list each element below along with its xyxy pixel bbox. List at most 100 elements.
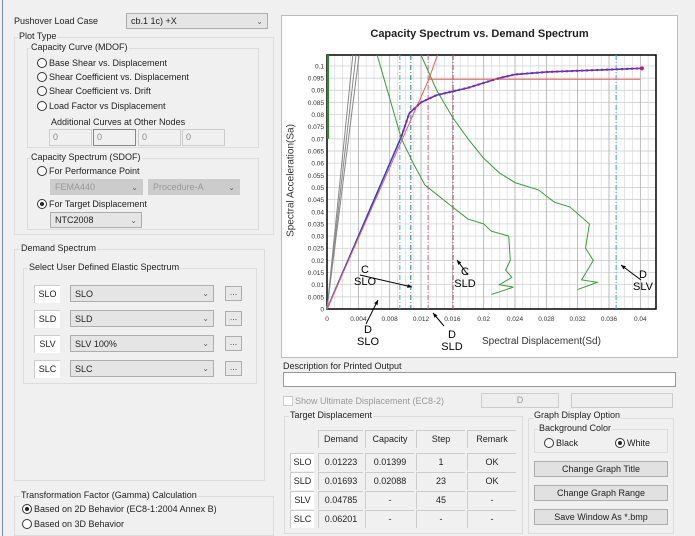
browse-button-sld[interactable]: ...	[225, 311, 242, 326]
radio-performance-point[interactable]: For Performance Point	[37, 166, 140, 176]
radio-label: Black	[556, 438, 579, 448]
y-tick-label: 0.035	[308, 221, 325, 228]
radio-shear-coef-drift[interactable]: Shear Coefficient vs. Drift	[37, 86, 151, 96]
target-header-demand: Demand	[318, 430, 363, 448]
radio-3d-behavior[interactable]: Based on 3D Behavior	[22, 519, 124, 529]
radio-label: Based on 2D Behavior (EC8-1:2004 Annex B…	[34, 504, 217, 514]
perf-procedure-value: Procedure-A	[153, 182, 204, 192]
radio-label: Load Factor vs Displacement	[49, 101, 166, 111]
demand-select-sld[interactable]: SLD ⌄	[70, 310, 214, 327]
chevron-down-icon: ⌄	[256, 16, 263, 26]
node-input-2[interactable]: 0	[93, 129, 136, 146]
capacity-step-markers	[400, 67, 641, 137]
arrow-head-icon	[433, 313, 438, 318]
target-row-name: SLC	[290, 510, 314, 528]
radio-target-displacement[interactable]: For Target Displacement	[37, 199, 147, 209]
pushover-load-case-select[interactable]: cb.1 1c) +X ⌄	[126, 13, 268, 29]
x-tick-label: 0.024	[507, 316, 524, 323]
radio-base-shear[interactable]: Base Shear vs. Displacement	[37, 58, 167, 68]
radio-shear-coef-disp[interactable]: Shear Coefficient vs. Displacement	[37, 72, 189, 82]
radio-icon	[37, 58, 47, 68]
browse-button-slv[interactable]: ...	[225, 336, 242, 351]
browse-button-slc[interactable]: ...	[225, 361, 242, 376]
arrow-head-icon	[374, 300, 378, 305]
change-graph-title-button[interactable]: Change Graph Title	[534, 461, 668, 477]
y-tick-label: 0.045	[308, 197, 325, 204]
demand-tag-slv: SLV	[34, 335, 60, 353]
chevron-down-icon: ⌄	[130, 215, 137, 225]
annotation-label: D	[448, 329, 456, 341]
target-cell: OK	[467, 472, 516, 490]
series-elastic-b	[326, 54, 357, 310]
target-cell: 0.01399	[365, 453, 414, 471]
target-cell: 0.01693	[318, 472, 363, 490]
x-tick-label: 0.036	[601, 316, 618, 323]
target-group	[284, 416, 523, 534]
y-tick-label: 0.005	[308, 294, 325, 301]
x-tick-label: 0.012	[413, 316, 430, 323]
radio-2d-behavior[interactable]: Based on 2D Behavior (EC8-1:2004 Annex B…	[22, 504, 217, 514]
annotation-label: SLO	[357, 336, 379, 348]
y-tick-label: 0.015	[308, 270, 325, 277]
change-graph-range-button[interactable]: Change Graph Range	[534, 485, 668, 501]
target-cell: 45	[416, 491, 465, 509]
sdof-label: Capacity Spectrum (SDOF)	[30, 152, 142, 162]
capacity-end-point	[639, 66, 644, 71]
demand-select-slo[interactable]: SLO ⌄	[70, 285, 214, 302]
ultimate-value-field[interactable]	[571, 393, 673, 408]
chevron-down-icon: ⌄	[202, 339, 209, 348]
series-demand-1	[376, 54, 514, 295]
radio-label: White	[627, 438, 651, 448]
radio-icon	[544, 438, 554, 448]
window-edge	[2, 0, 3, 536]
radio-selected-icon	[22, 504, 32, 514]
x-tick-label: 0	[325, 316, 329, 323]
mdof-group	[27, 48, 259, 148]
save-window-bmp-button[interactable]: Save Window As *.bmp	[534, 509, 668, 525]
radio-label: For Performance Point	[49, 166, 140, 176]
y-tick-label: 0.055	[308, 173, 325, 180]
y-tick-label: 0.02	[311, 258, 324, 265]
radio-label: Base Shear vs. Displacement	[49, 58, 168, 68]
demand-select-slc[interactable]: SLC ⌄	[70, 360, 214, 377]
radio-load-factor[interactable]: Load Factor vs Displacement	[37, 101, 166, 111]
target-cell: -	[365, 510, 414, 528]
annotation-arrow	[359, 274, 413, 288]
browse-button-slo[interactable]: ...	[225, 286, 242, 301]
perf-method-select[interactable]: FEMA440 ⌄	[50, 179, 143, 195]
target-header-remark: Remark	[467, 430, 516, 448]
arrow-head-icon	[621, 265, 626, 270]
target-header-capacity: Capacity	[365, 430, 414, 448]
description-input[interactable]	[283, 372, 676, 387]
plot-type-label: Plot Type	[18, 31, 58, 41]
radio-bg-white[interactable]: White	[615, 438, 650, 448]
demand-select-slv[interactable]: SLV 100% ⌄	[70, 335, 214, 352]
target-code-select[interactable]: NTC2008 ⌄	[50, 212, 142, 228]
annotation-label: C	[461, 266, 469, 278]
chevron-down-icon: ⌄	[202, 314, 209, 323]
y-tick-label: 0	[320, 307, 324, 314]
node-input-4[interactable]: 0	[182, 129, 225, 146]
mdof-label: Capacity Curve (MDOF)	[30, 42, 129, 52]
radio-bg-black[interactable]: Black	[544, 438, 578, 448]
node-input-1[interactable]: 0	[49, 129, 92, 146]
y-tick-label: 0.03	[311, 234, 324, 241]
target-code-value: NTC2008	[55, 215, 94, 225]
y-tick-label: 0.06	[311, 161, 324, 168]
y-tick-label: 0.09	[311, 88, 324, 95]
target-cell: 0.01223	[318, 453, 363, 471]
target-cell: 0.02088	[365, 472, 414, 490]
chevron-down-icon: ⌄	[202, 364, 209, 373]
x-tick-label: 0.016	[444, 316, 461, 323]
node-input-3[interactable]: 0	[138, 129, 181, 146]
show-ultimate-checkbox[interactable]: Show Ultimate Displacement (EC8-2)	[283, 396, 444, 406]
radio-selected-icon	[37, 199, 47, 209]
bg-color-label: Background Color	[538, 423, 613, 433]
description-label: Description for Printed Output	[283, 361, 402, 371]
perf-procedure-select[interactable]: Procedure-A ⌄	[148, 179, 240, 195]
series-demand-2	[420, 54, 600, 291]
target-row-name: SLO	[290, 453, 314, 471]
y-tick-label: 0.08	[311, 112, 324, 119]
ultimate-d-button[interactable]: D	[481, 393, 559, 408]
